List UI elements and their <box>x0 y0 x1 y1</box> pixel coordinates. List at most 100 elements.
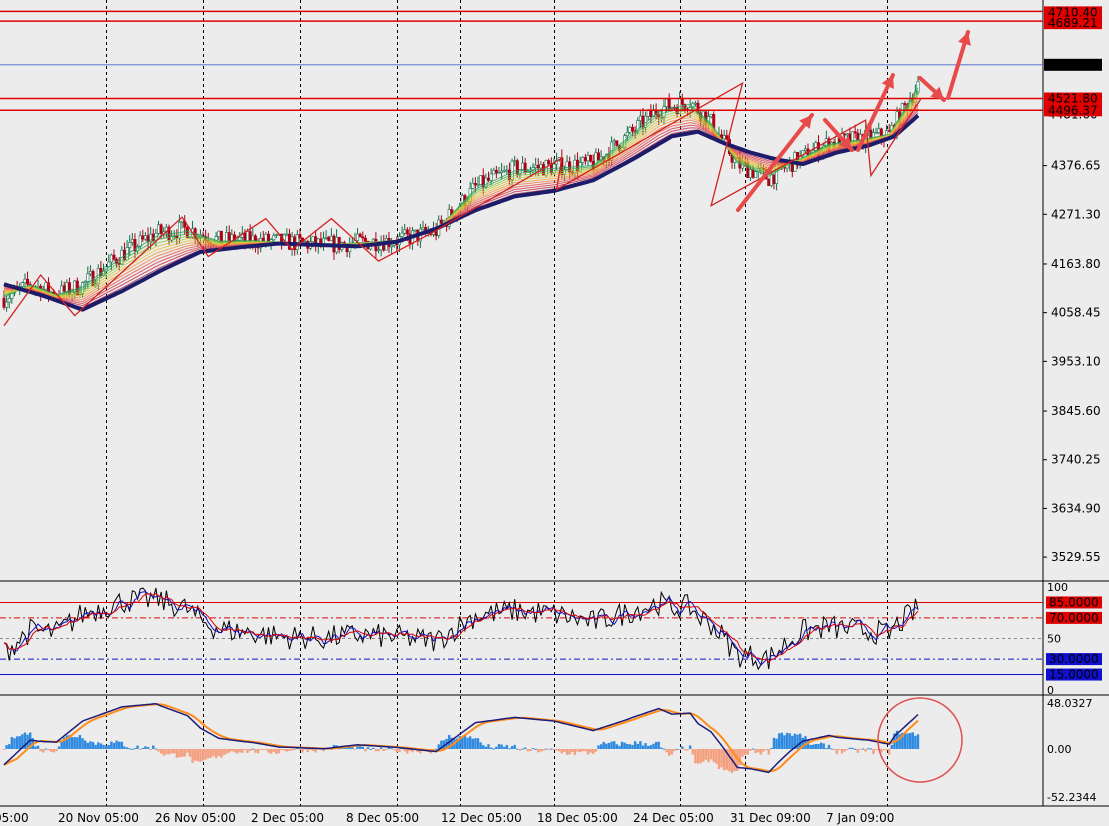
macd-histogram-bar <box>817 743 820 749</box>
macd-histogram-bar <box>419 748 422 754</box>
macd-histogram-bar <box>777 733 781 749</box>
candle-body <box>887 130 891 133</box>
candle-body <box>510 160 514 181</box>
candle-body <box>83 281 87 284</box>
candle-body <box>473 183 477 186</box>
candle-body <box>877 128 881 133</box>
macd-histogram-bar <box>63 737 66 749</box>
macd-histogram-bar <box>665 748 668 753</box>
candle-body <box>754 171 758 178</box>
macd-histogram-bar <box>696 748 700 764</box>
macd-histogram-bar <box>668 748 671 756</box>
candle-body <box>539 164 543 169</box>
price-tick-label: 4058.45 <box>1051 306 1101 320</box>
macd-histogram-bar <box>673 748 676 752</box>
candle-body <box>303 241 307 243</box>
macd-histogram-bar <box>275 748 278 754</box>
macd-histogram-bar <box>118 741 121 749</box>
macd-histogram-bar <box>165 748 168 755</box>
candle-body <box>295 234 299 250</box>
macd-histogram-bar <box>636 743 639 749</box>
macd-histogram-bar <box>173 748 176 754</box>
candle-body <box>246 231 250 242</box>
candle-body <box>628 127 632 133</box>
macd-histogram-bar <box>775 738 778 749</box>
macd-histogram-bar <box>914 735 917 749</box>
macd-histogram-bar <box>497 744 501 749</box>
macd-histogram-bar <box>767 748 770 755</box>
macd-histogram-bar <box>338 748 341 750</box>
macd-histogram-bar <box>353 748 357 750</box>
time-axis-label: 26 Nov 05:00 <box>155 811 236 825</box>
macd-histogram-bar <box>49 748 53 752</box>
candle-body <box>615 140 619 146</box>
macd-histogram-bar <box>555 748 558 751</box>
macd-histogram-bar <box>544 748 548 750</box>
macd-histogram-bar <box>8 744 11 749</box>
macd-histogram-bar <box>898 734 901 749</box>
macd-histogram-bar <box>442 740 446 749</box>
macd-histogram-bar <box>702 748 705 762</box>
oscillator-level-label: 30.0000 <box>1049 652 1099 666</box>
macd-histogram-bar <box>21 734 24 749</box>
macd-histogram-bar <box>159 748 163 754</box>
macd-histogram-bar <box>55 748 58 752</box>
candle-body <box>845 133 849 136</box>
macd-histogram-bar <box>699 748 702 764</box>
candle-body <box>358 233 362 238</box>
time-axis-label: 2 Dec 05:00 <box>251 811 324 825</box>
arrow-head <box>881 75 894 89</box>
macd-histogram-bar <box>120 741 124 749</box>
candle-body <box>112 254 116 260</box>
macd-histogram-bar <box>207 748 210 759</box>
macd-histogram-bar <box>186 748 189 753</box>
macd-histogram-bar <box>144 746 147 749</box>
ma-ribbon-line <box>3 97 919 298</box>
macd-histogram-bar <box>882 748 886 750</box>
macd-histogram-bar <box>578 748 582 753</box>
macd-histogram-bar <box>39 748 42 752</box>
macd-histogram-bar <box>573 748 577 755</box>
candle-body <box>400 232 404 237</box>
macd-histogram-bar <box>102 744 105 749</box>
macd-histogram-bar <box>822 743 825 749</box>
macd-histogram-bar <box>694 748 697 764</box>
macd-histogram-bar <box>613 741 616 749</box>
macd-histogram-bar <box>720 748 723 768</box>
macd-histogram-bar <box>440 740 443 749</box>
macd-histogram-bar <box>819 742 823 749</box>
macd-axis-label: -52.2344 <box>1047 791 1096 804</box>
candle-body <box>625 132 629 136</box>
macd-histogram-bar <box>112 742 116 749</box>
macd-histogram-bar <box>314 748 317 753</box>
macd-histogram-bar <box>387 747 391 749</box>
candle-body <box>227 232 231 242</box>
macd-histogram-bar <box>283 748 286 751</box>
macd-histogram-bar <box>652 743 655 749</box>
macd-histogram-bar <box>874 748 878 751</box>
oscillator-level-label: 15.0000 <box>1049 668 1099 682</box>
macd-histogram-bar <box>584 748 587 752</box>
macd-histogram-bar <box>560 748 564 754</box>
macd-histogram-bar <box>809 744 812 749</box>
macd-histogram-bar <box>550 748 553 750</box>
macd-histogram-bar <box>44 748 48 750</box>
macd-histogram-bar <box>880 748 883 753</box>
macd-histogram-bar <box>434 748 438 750</box>
time-axis: 05:00 20 Nov 05:00 26 Nov 05:00 2 Dec 05:00… <box>0 811 894 825</box>
candle-body <box>803 148 807 151</box>
macd-histogram-bar <box>492 748 495 750</box>
macd-histogram-bar <box>838 748 841 750</box>
macd-histogram-bar <box>110 741 113 749</box>
macd-histogram-bar <box>277 748 281 754</box>
macd-histogram-bar <box>746 748 749 755</box>
macd-histogram-bar <box>23 732 27 749</box>
macd-histogram-bar <box>571 748 574 752</box>
macd-histogram-bar <box>660 747 663 749</box>
macd-histogram-bar <box>736 748 739 771</box>
macd-histogram-bar <box>246 748 249 753</box>
macd-histogram-bar <box>503 746 506 749</box>
macd-histogram-bar <box>83 740 87 749</box>
